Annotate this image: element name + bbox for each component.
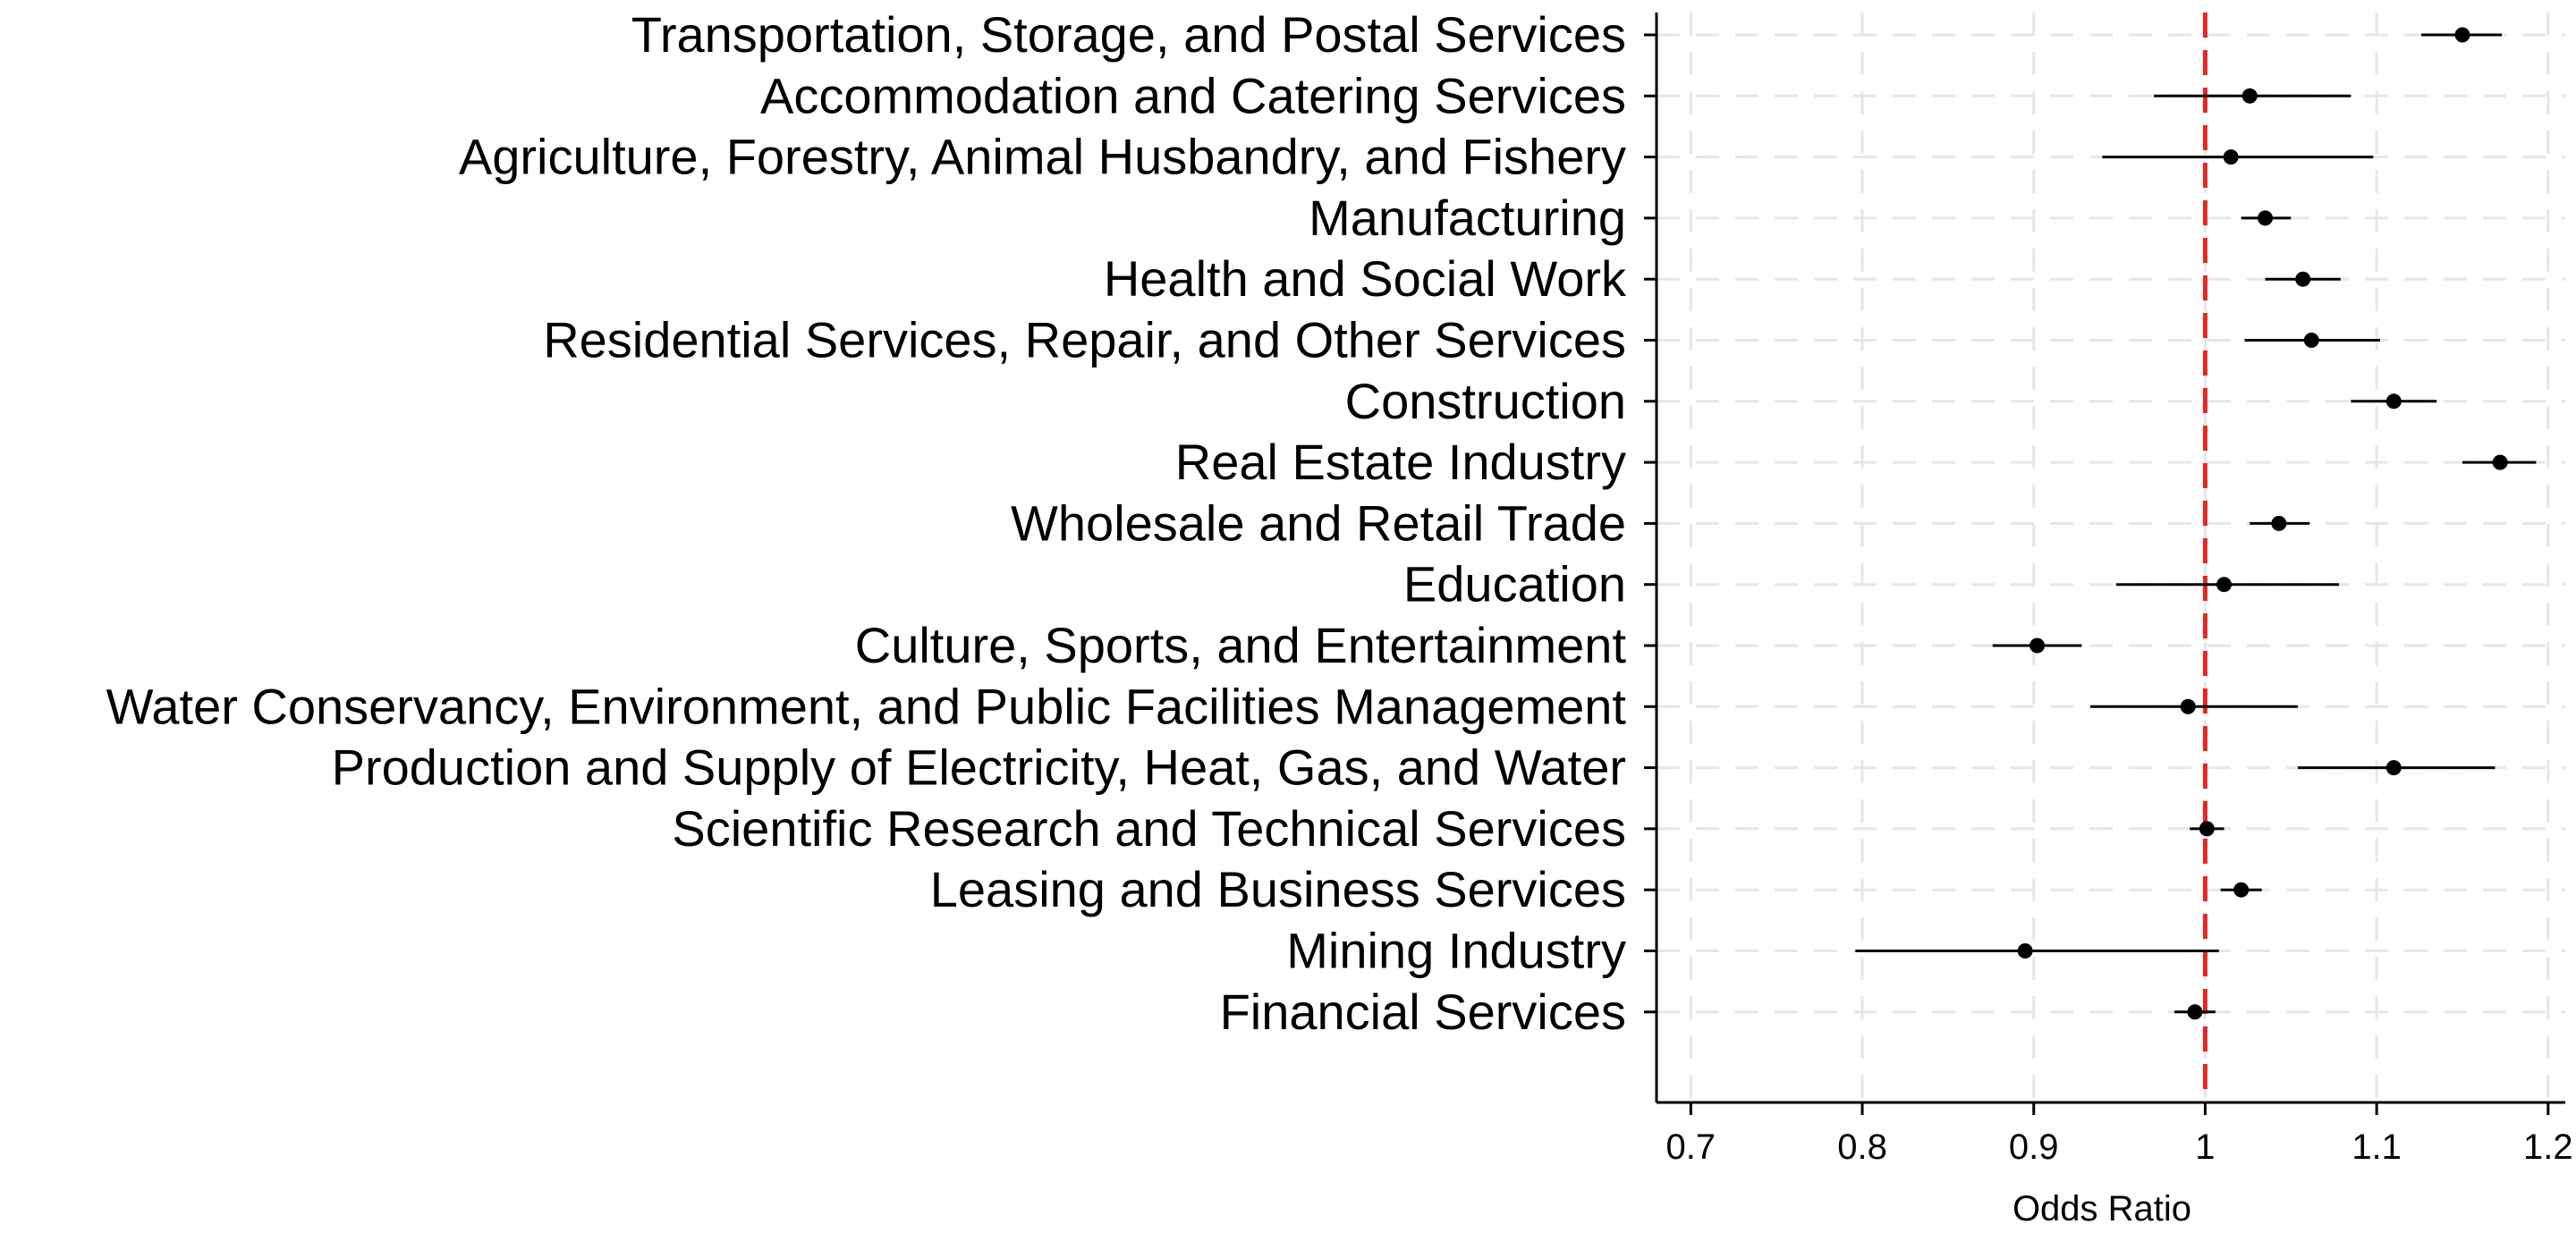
estimate-point (2303, 333, 2319, 348)
x-axis-title: Odds Ratio (2012, 1189, 2191, 1229)
estimate-point (2017, 943, 2033, 959)
category-label: Water Conservancy, Environment, and Publ… (106, 678, 1627, 734)
estimate-point (2180, 698, 2196, 714)
estimate-point (2223, 149, 2239, 165)
category-label: Mining Industry (1286, 923, 1626, 979)
category-label: Manufacturing (1309, 190, 1626, 246)
estimate-point (2233, 882, 2250, 898)
estimate-point (2216, 577, 2233, 593)
estimate-point (2295, 271, 2311, 287)
estimate-point (2199, 821, 2215, 837)
category-label: Construction (1345, 373, 1626, 429)
estimate-point (2187, 1004, 2203, 1020)
category-label: Transportation, Storage, and Postal Serv… (631, 6, 1626, 63)
category-label: Agriculture, Forestry, Animal Husbandry,… (459, 129, 1626, 185)
estimate-point (2385, 393, 2402, 410)
estimate-point (2385, 760, 2402, 776)
category-label: Education (1403, 556, 1626, 612)
category-label: Scientific Research and Technical Servic… (672, 800, 1626, 857)
x-tick-label: 1.1 (2351, 1127, 2402, 1167)
category-label: Health and Social Work (1104, 250, 1627, 307)
category-label: Wholesale and Retail Trade (1011, 494, 1626, 551)
x-tick-label: 1 (2195, 1127, 2215, 1167)
estimate-point (2271, 515, 2287, 531)
x-tick-label: 1.2 (2523, 1127, 2573, 1167)
estimate-point (2492, 454, 2508, 470)
category-label: Accommodation and Catering Services (760, 67, 1626, 123)
category-label: Culture, Sports, and Entertainment (855, 617, 1627, 673)
x-tick-label: 0.8 (1837, 1127, 1887, 1167)
estimate-point (2029, 638, 2046, 654)
category-label: Production and Supply of Electricity, He… (332, 739, 1626, 796)
category-label: Leasing and Business Services (930, 861, 1626, 917)
estimate-point (2241, 88, 2258, 104)
estimate-point (2454, 27, 2470, 43)
category-label: Residential Services, Repair, and Other … (543, 312, 1626, 368)
x-tick-label: 0.7 (1666, 1127, 1716, 1167)
x-tick-label: 0.9 (2009, 1127, 2059, 1167)
estimate-point (2258, 210, 2274, 226)
category-label: Financial Services (1220, 984, 1626, 1040)
category-label: Real Estate Industry (1175, 434, 1626, 490)
